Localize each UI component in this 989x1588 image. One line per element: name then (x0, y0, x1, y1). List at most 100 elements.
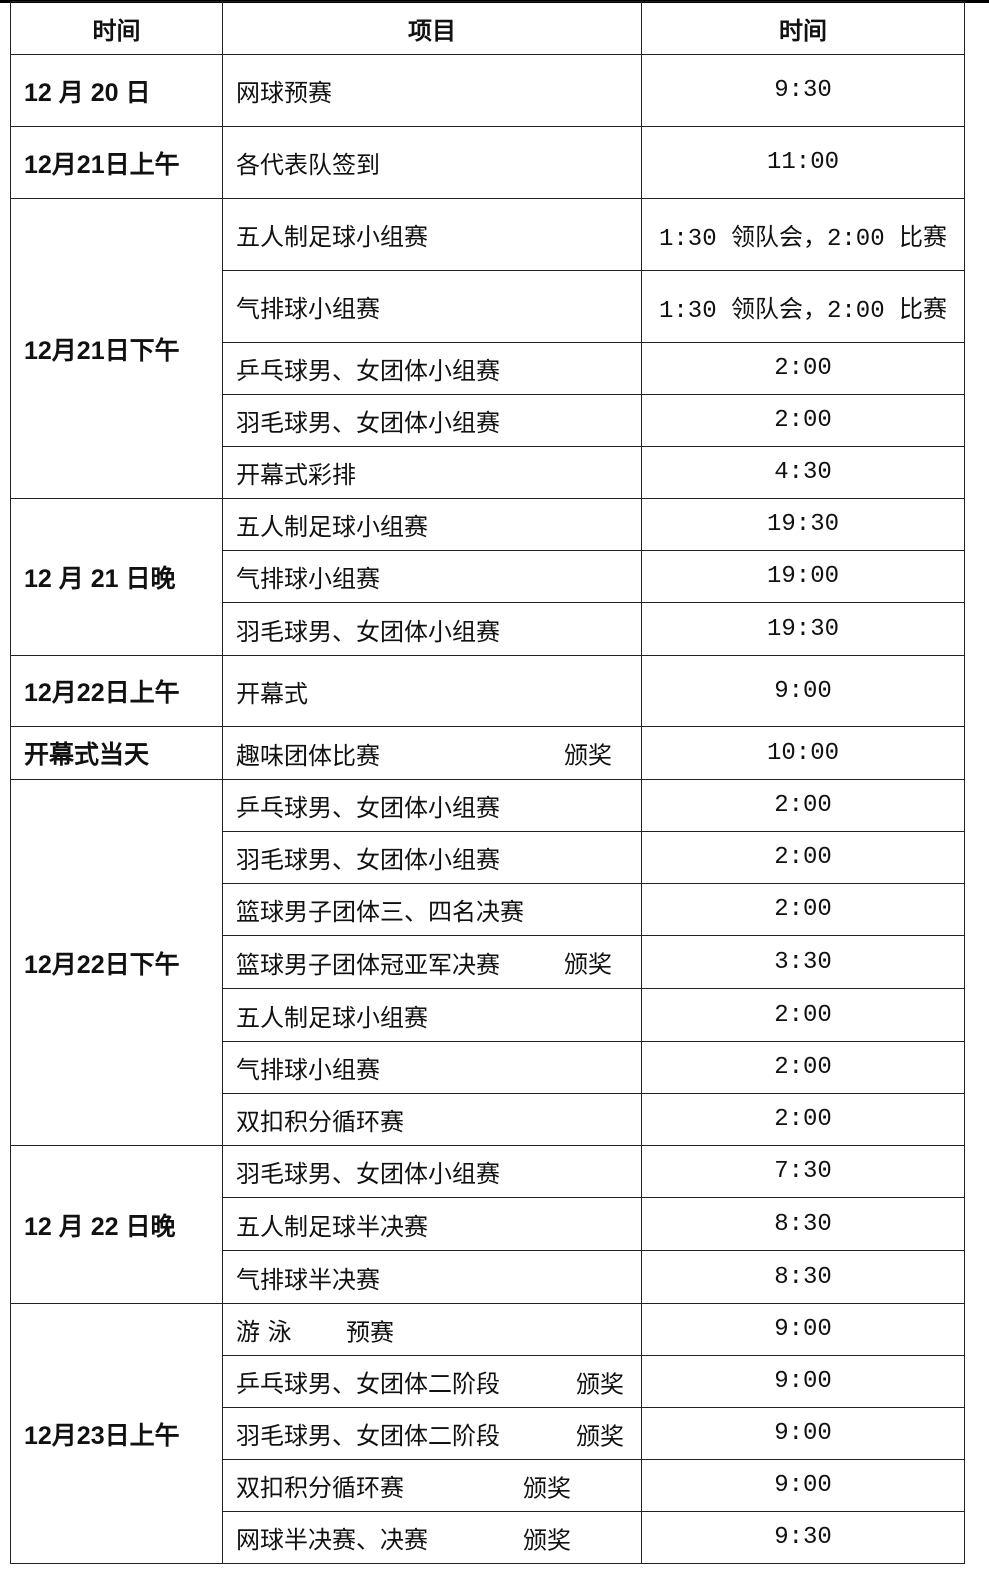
table-row: 12月21日上午 各代表队签到 11:00 (10, 126, 965, 199)
time-cell: 2:00 (641, 883, 965, 936)
item-name: 趣味团体比赛 (236, 741, 380, 770)
item-name: 气排球小组赛 (236, 565, 380, 593)
item-cell: 羽毛球男、女团体小组赛 (222, 1145, 642, 1198)
time-cell: 11:00 (641, 126, 965, 199)
table-row: 篮球男子团体三、四名决赛 2:00 (11, 883, 965, 936)
schedule-table: 时间 项目 时间 12 月 20 日网球预赛 9:30 12月21日上午 各代表队签到… (10, 1, 965, 1564)
item-name: 羽毛球男、女团体小组赛 (236, 409, 500, 437)
time-cell: 2:00 (641, 1041, 965, 1094)
item-name: 羽毛球男、女团体二阶段 (236, 1422, 500, 1450)
table-row: 12月23日上午游 泳 预赛 9:00 (10, 1303, 965, 1564)
header-time: 时间 (641, 1, 965, 55)
table-row: 气排球小组赛 2:00 (11, 1041, 965, 1094)
table-row: 12月22日下午 乒乓球男、女团体小组赛 2:00 (10, 779, 965, 1146)
table-row: 12月22日上午 开幕式 9:00 (10, 655, 965, 727)
item-name: 羽毛球男、女团体小组赛 (236, 1160, 500, 1188)
time-cell: 19:30 (641, 498, 965, 551)
item-name: 网球半决赛、决赛 (236, 1526, 428, 1554)
table-row: 气排球半决赛 8:30 (11, 1250, 965, 1304)
time-cell: 1:30 领队会，2:00 比赛 (641, 270, 965, 343)
time-cell: 7:30 (641, 1145, 965, 1198)
time-cell: 8:30 (641, 1197, 965, 1251)
header-row: 时间 项目 时间 (10, 1, 965, 55)
item-name: 气排球半决赛 (236, 1265, 380, 1294)
award-label: 颁奖 (576, 1422, 624, 1450)
table-row: 12 月 20 日网球预赛 9:30 (10, 54, 965, 127)
item-cell: 五人制足球小组赛 (222, 198, 642, 271)
item-cell: 羽毛球男、女团体小组赛 (222, 831, 642, 884)
table-row: 气排球小组赛 1:30 领队会，2:00 比赛 (11, 270, 965, 343)
item-cell: 乒乓球男、女团体二阶段 颁奖 (222, 1355, 642, 1408)
time-cell: 9:00 (641, 1407, 965, 1460)
item-cell: 开幕式彩排 (222, 446, 642, 499)
time-cell: 4:30 (641, 446, 965, 499)
time-cell: 10:00 (641, 726, 965, 780)
time-cell: 9:00 (641, 655, 965, 727)
table-row: 双扣积分循环赛 颁奖 9:00 (11, 1459, 965, 1512)
item-name: 开幕式 (236, 679, 308, 708)
item-cell: 羽毛球男、女团体二阶段 颁奖 (222, 1407, 642, 1460)
date-cell: 12 月 22 日晚 (10, 1145, 223, 1304)
item-cell: 气排球小组赛 (222, 1041, 642, 1094)
item-name: 五人制足球小组赛 (236, 223, 428, 251)
item-cell: 双扣积分循环赛 (222, 1093, 642, 1146)
item-name: 双扣积分循环赛 (236, 1474, 404, 1502)
table-row: 羽毛球男、女团体二阶段 颁奖 9:00 (11, 1407, 965, 1460)
time-cell: 2:00 (641, 1093, 965, 1146)
item-name: 五人制足球半决赛 (236, 1212, 428, 1241)
item-cell: 篮球男子团体三、四名决赛 (222, 883, 642, 936)
date-cell: 12月21日下午 (10, 198, 223, 499)
table-row: 双扣积分循环赛 2:00 (11, 1093, 965, 1146)
item-name: 网球预赛 (236, 79, 332, 107)
award-label: 颁奖 (576, 1370, 624, 1398)
item-cell: 气排球小组赛 (222, 550, 642, 603)
table-row: 网球半决赛、决赛 颁奖 9:30 (11, 1511, 965, 1564)
item-cell: 网球预赛 (222, 54, 642, 127)
item-cell: 羽毛球男、女团体小组赛 (222, 602, 642, 656)
item-cell: 气排球半决赛 (222, 1250, 642, 1304)
item-name: 乒乓球男、女团体小组赛 (236, 357, 500, 385)
item-name: 游 泳 (236, 1318, 292, 1346)
table-row: 篮球男子团体冠亚军决赛 颁奖 3:30 (11, 935, 965, 989)
time-cell: 2:00 (641, 988, 965, 1042)
item-cell: 各代表队签到 (222, 126, 642, 199)
award-label: 颁奖 (564, 741, 612, 770)
date-cell: 开幕式当天 (10, 726, 223, 780)
table-row: 气排球小组赛 19:00 (11, 550, 965, 603)
time-cell: 2:00 (641, 831, 965, 884)
table-row: 羽毛球男、女团体小组赛 2:00 (11, 831, 965, 884)
item-name: 篮球男子团体三、四名决赛 (236, 898, 524, 926)
item-name: 气排球小组赛 (236, 1056, 380, 1084)
time-cell: 9:30 (641, 1511, 965, 1564)
date-cell: 12月22日下午 (10, 779, 223, 1146)
time-cell: 2:00 (641, 342, 965, 395)
time-cell: 19:00 (641, 550, 965, 603)
item-cell: 五人制足球半决赛 (222, 1197, 642, 1251)
table-row: 12月21日下午 五人制足球小组赛 1:30 领队会，2:00 比赛 (10, 198, 965, 499)
item-name: 双扣积分循环赛 (236, 1108, 404, 1136)
award-label: 颁奖 (523, 1526, 571, 1554)
item-cell: 羽毛球男、女团体小组赛 (222, 394, 642, 447)
item-name: 各代表队签到 (236, 151, 380, 179)
item-cell: 篮球男子团体冠亚军决赛 颁奖 (222, 935, 642, 989)
item-cell: 乒乓球男、女团体小组赛 (222, 779, 642, 832)
time-cell: 9:00 (641, 1459, 965, 1512)
item-name: 篮球男子团体冠亚军决赛 (236, 950, 500, 979)
time-cell: 3:30 (641, 935, 965, 989)
item-name: 乒乓球男、女团体二阶段 (236, 1370, 500, 1398)
item-name: 开幕式彩排 (236, 461, 356, 489)
item-name: 五人制足球小组赛 (236, 513, 428, 541)
item-cell: 开幕式 (222, 655, 642, 727)
item-cell: 双扣积分循环赛 颁奖 (222, 1459, 642, 1512)
date-cell: 12 月 21 日晚 (10, 498, 223, 656)
award-label: 颁奖 (523, 1474, 571, 1502)
time-cell: 19:30 (641, 602, 965, 656)
item-cell: 五人制足球小组赛 (222, 498, 642, 551)
table-row: 开幕式当天 趣味团体比赛 颁奖 10:00 (10, 726, 965, 780)
item-name: 五人制足球小组赛 (236, 1003, 428, 1032)
time-cell: 9:00 (641, 1355, 965, 1408)
table-row: 乒乓球男、女团体小组赛 2:00 (11, 342, 965, 395)
time-cell: 8:30 (641, 1250, 965, 1304)
time-cell: 2:00 (641, 394, 965, 447)
item-cell: 乒乓球男、女团体小组赛 (222, 342, 642, 395)
